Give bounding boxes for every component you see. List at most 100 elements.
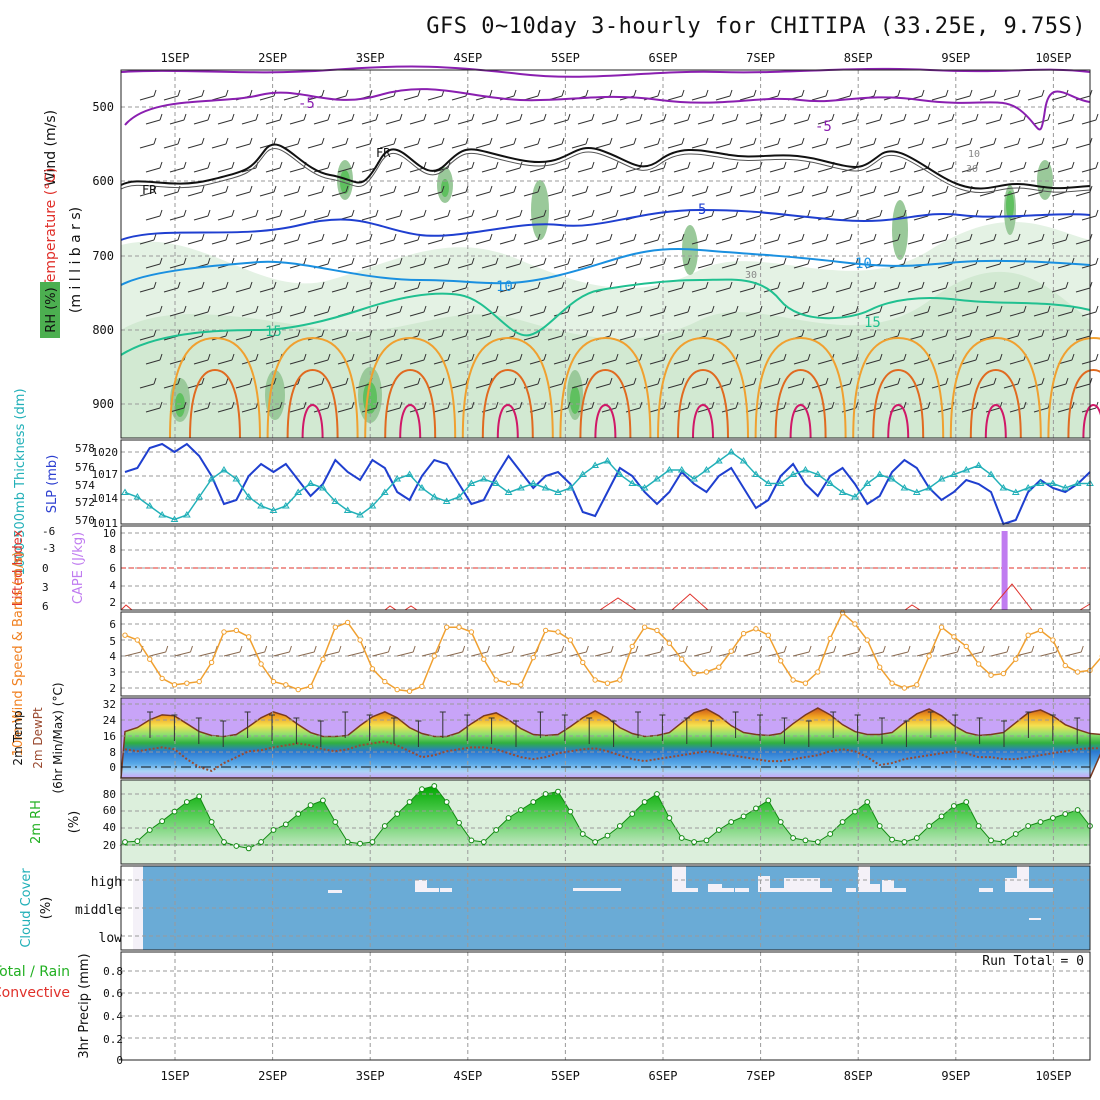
wind-barb [721, 353, 739, 365]
wind-barb [577, 401, 595, 413]
wind-barb [385, 353, 403, 365]
thickness-marker [232, 475, 241, 482]
rh-marker [456, 819, 462, 826]
wind-barb [145, 401, 163, 413]
wind-barb [283, 329, 301, 341]
thickness-marker [578, 470, 587, 477]
wind-barb [145, 113, 163, 125]
wind-marker [827, 635, 833, 642]
wind-barb [523, 137, 541, 149]
wind-barb [235, 137, 253, 149]
wind-barb [307, 137, 325, 149]
rh-marker [1000, 839, 1007, 845]
temp-tick-24: 24 [103, 714, 117, 727]
wind-barb [433, 305, 451, 317]
wind-barb [715, 281, 733, 293]
thickness-marker [640, 484, 649, 491]
wind-barb [169, 257, 187, 269]
li-tick-minus6: -6 [42, 525, 55, 538]
wind-barb [937, 113, 955, 125]
rh-marker [604, 832, 611, 839]
thickness-marker [813, 470, 822, 477]
wind-marker [951, 634, 957, 640]
top-day-label: 5SEP [551, 51, 580, 65]
thickness-line [124, 451, 1090, 521]
surface-wind-barb [817, 645, 837, 657]
wind-barb [259, 329, 277, 341]
rh-marker [555, 788, 561, 795]
wind-barb [145, 305, 163, 317]
thickness-tick-576: 576 [75, 461, 95, 474]
wind-barb [331, 377, 349, 389]
wind-barb [283, 137, 301, 149]
wind-barb [763, 185, 781, 197]
wind-barb [595, 137, 613, 149]
wind-barb [145, 257, 163, 269]
wind-barb [625, 305, 643, 317]
wind-barb [769, 353, 787, 365]
surface-wind-barb [446, 645, 466, 657]
wind-barb [1033, 353, 1051, 365]
slp-tick-1014: 1014 [92, 492, 119, 505]
contour-label-minus5-b: -5 [815, 119, 832, 135]
wind-barb [601, 305, 619, 317]
wind-barb [265, 113, 283, 125]
thickness-marker [690, 475, 698, 482]
thickness-marker [826, 479, 835, 486]
wind-barb [835, 233, 853, 245]
thickness-marker [195, 493, 204, 500]
wind-barb [577, 353, 595, 365]
wind-barb [163, 377, 181, 389]
wind-marker [505, 680, 512, 686]
cape-tick-10: 10 [103, 527, 116, 540]
wind-barb [553, 113, 571, 125]
rh-marker [765, 797, 772, 804]
precip-tick-02: 0.2 [103, 1033, 123, 1046]
wind-barb [811, 329, 829, 341]
wind-barb [481, 161, 499, 173]
thickness-marker [764, 479, 773, 486]
wind-marker [406, 688, 413, 694]
precip-panel: Run Total = 0 [120, 951, 1091, 1061]
max-temp-bar [391, 717, 397, 744]
wind-barb [451, 137, 469, 149]
clear-sky-gap [573, 888, 621, 891]
wind-marker [790, 677, 796, 683]
wind-barb [697, 401, 715, 413]
surface-wind-barb [941, 645, 961, 657]
surface-wind-barb [273, 645, 292, 657]
temperature-area [120, 707, 1100, 779]
wind-marker [728, 648, 734, 654]
max-temp-bars [147, 711, 1081, 747]
top-day-label: 9SEP [941, 51, 970, 65]
surface-wind-barb [768, 645, 787, 657]
rh-marker [913, 835, 920, 841]
wind-marker [1025, 632, 1031, 638]
wind-barb [571, 377, 589, 389]
slp-label: SLP (mb) [45, 455, 60, 514]
rh-marker [963, 799, 970, 805]
temp-tick-8: 8 [109, 746, 116, 759]
bottom-day-label: 7SEP [746, 1069, 775, 1083]
wind-barb [1051, 233, 1069, 245]
rh-marker [122, 839, 128, 845]
isotherm-20-loop [364, 336, 457, 439]
clear-sky-gap [1029, 888, 1053, 892]
wind-barb [673, 161, 691, 173]
wind-marker [468, 629, 475, 635]
isotherm-30-loop [594, 403, 617, 439]
wind-barb [931, 137, 949, 149]
surface-wind-barb [1065, 645, 1084, 657]
wind-barb [313, 305, 331, 317]
wind-barb [673, 113, 691, 125]
wind-barb [715, 185, 733, 197]
wind-barb [433, 353, 451, 365]
wind-marker [778, 658, 784, 664]
wind-barb [955, 233, 973, 245]
rh-label-30-b: 30 [745, 270, 757, 281]
wind-marker [988, 672, 994, 678]
wind-barb [595, 185, 613, 197]
wind-barb [571, 329, 589, 341]
wind10m-panel [120, 610, 1100, 697]
isotherm-20-loop [949, 336, 1042, 439]
